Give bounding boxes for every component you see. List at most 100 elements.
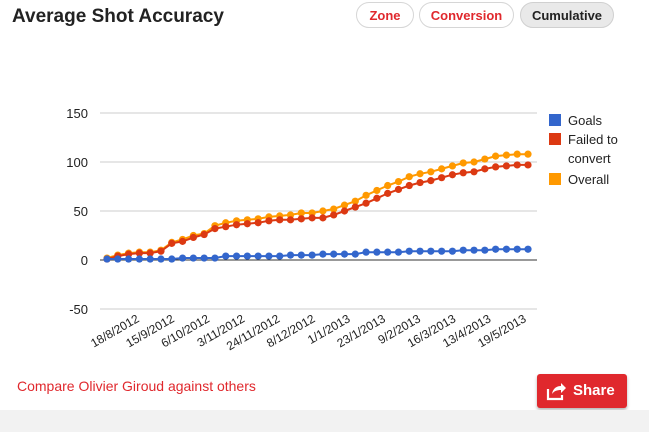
data-point: [502, 151, 511, 159]
data-point: [384, 189, 392, 197]
data-point: [124, 255, 133, 263]
data-point: [492, 163, 500, 171]
data-point: [459, 246, 467, 254]
data-point: [114, 255, 122, 263]
data-point: [189, 254, 197, 262]
data-point: [362, 248, 370, 256]
data-point: [146, 255, 154, 263]
data-point: [254, 252, 262, 260]
data-point: [276, 216, 284, 224]
share-arrow-icon: [546, 383, 566, 401]
data-point: [373, 248, 381, 256]
data-point: [459, 169, 467, 177]
data-point: [416, 178, 424, 187]
data-point: [211, 254, 219, 262]
data-point: [524, 245, 532, 253]
y-tick-label: 0: [81, 253, 88, 268]
legend-swatch: [549, 114, 561, 126]
data-point: [157, 247, 165, 255]
data-point: [438, 174, 446, 182]
data-point: [351, 197, 359, 205]
data-point: [351, 203, 359, 211]
data-point: [265, 217, 273, 225]
data-point: [211, 225, 219, 233]
data-point: [405, 181, 413, 190]
data-point: [416, 247, 424, 255]
data-point: [286, 251, 295, 259]
data-point: [243, 220, 251, 228]
line-chart: -5005010015018/8/201215/9/20126/10/20123…: [66, 106, 618, 353]
data-point: [103, 255, 111, 263]
data-point: [362, 199, 370, 207]
data-point: [319, 214, 327, 222]
data-point: [427, 247, 435, 255]
data-point: [330, 211, 338, 219]
share-label: Share: [573, 382, 615, 399]
data-point: [308, 214, 316, 222]
tab-conversion[interactable]: Conversion: [419, 2, 514, 28]
series-line-failed-to: [106, 163, 528, 260]
data-point: [362, 191, 370, 199]
legend-swatch: [549, 133, 561, 145]
data-point: [448, 162, 457, 170]
data-point: [168, 239, 176, 247]
data-point: [427, 177, 435, 185]
data-point: [286, 216, 295, 224]
data-point: [373, 194, 381, 202]
data-point: [502, 162, 511, 170]
share-button[interactable]: Share: [537, 374, 627, 408]
tab-cumulative[interactable]: Cumulative: [520, 2, 614, 28]
data-point: [178, 237, 187, 245]
data-point: [297, 209, 305, 217]
data-point: [297, 215, 305, 223]
data-point: [340, 207, 349, 215]
data-point: [438, 165, 446, 173]
legend-label: Failed to: [568, 132, 618, 147]
data-point: [394, 185, 403, 194]
data-point: [438, 247, 446, 255]
compare-players-link[interactable]: Compare Olivier Giroud against others: [17, 378, 256, 394]
data-point: [232, 221, 241, 229]
data-point: [405, 173, 413, 181]
data-point: [459, 159, 467, 167]
data-point: [481, 246, 489, 254]
data-point: [351, 250, 359, 258]
series-line-overall: [106, 153, 528, 259]
data-point: [319, 207, 327, 215]
data-point: [222, 252, 230, 260]
data-point: [427, 168, 435, 176]
data-point: [232, 252, 241, 260]
data-point: [416, 170, 424, 178]
data-point: [340, 250, 349, 258]
data-point: [265, 252, 273, 260]
data-point: [319, 250, 327, 258]
data-point: [168, 255, 176, 263]
y-tick-label: 50: [74, 204, 88, 219]
y-tick-label: 150: [66, 106, 88, 121]
data-point: [135, 249, 143, 257]
data-point: [513, 150, 521, 158]
data-point: [222, 223, 230, 231]
tab-zone[interactable]: Zone: [356, 2, 414, 28]
data-point: [481, 155, 489, 163]
data-point: [200, 230, 208, 239]
data-point: [394, 248, 403, 256]
data-point: [502, 245, 511, 253]
data-point: [481, 165, 489, 173]
chart-title: Average Shot Accuracy: [12, 6, 224, 27]
data-point: [405, 247, 413, 255]
legend-label: convert: [568, 151, 611, 166]
legend-label: Goals: [568, 113, 602, 128]
series-line-goals: [107, 248, 528, 260]
data-point: [200, 254, 208, 262]
data-point: [448, 247, 457, 255]
data-point: [524, 150, 532, 158]
data-point: [254, 219, 262, 227]
y-tick-label: 100: [66, 155, 88, 170]
data-point: [524, 161, 532, 169]
data-point: [243, 252, 251, 260]
data-point: [448, 171, 457, 179]
data-point: [470, 168, 478, 176]
data-point: [373, 186, 381, 195]
legend-swatch: [549, 173, 561, 185]
